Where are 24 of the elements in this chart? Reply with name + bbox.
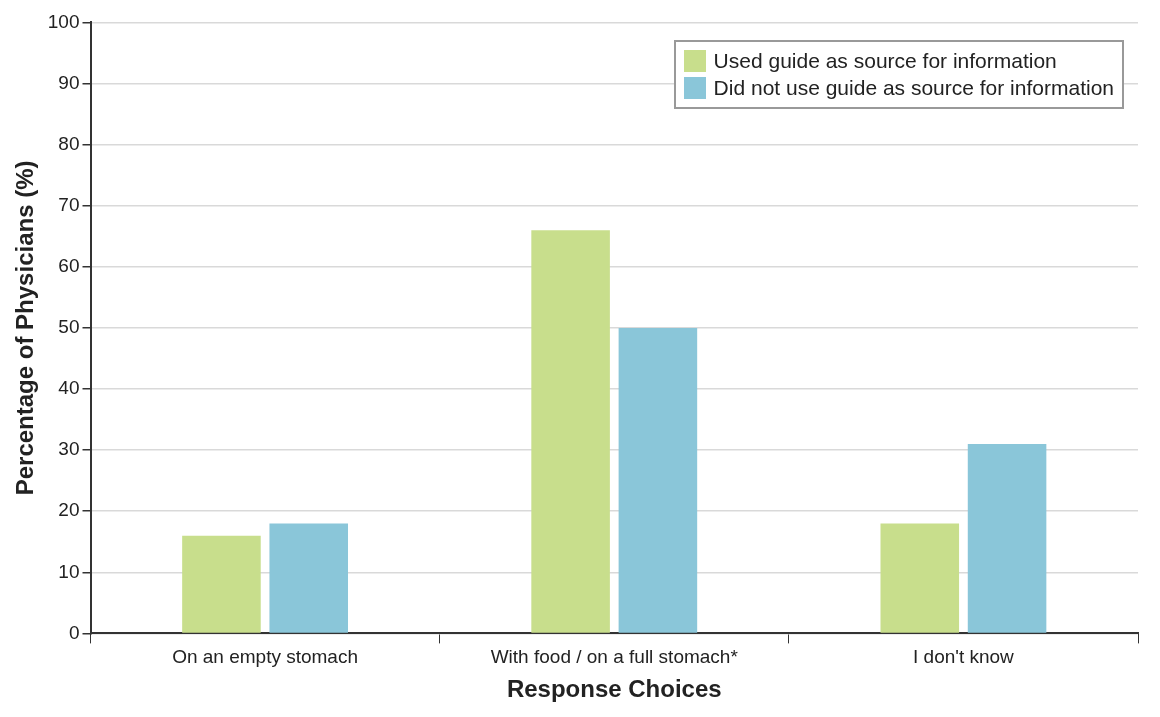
bar — [880, 523, 960, 633]
y-tick-label: 70 — [58, 193, 80, 215]
y-tick-label: 100 — [47, 10, 80, 32]
legend-label: Used guide as source for information — [713, 49, 1057, 74]
y-axis-title: Percentage of Physicians (%) — [11, 160, 39, 496]
y-tick-label: 80 — [58, 132, 80, 154]
y-tick-label: 10 — [58, 560, 80, 582]
y-tick-label: 20 — [58, 499, 80, 521]
y-tick-label: 30 — [58, 438, 80, 460]
bar — [967, 443, 1047, 633]
x-tick-label: On an empty stomach — [172, 646, 359, 668]
bar — [182, 535, 261, 633]
y-tick-label: 0 — [68, 621, 80, 643]
legend-label: Did not use guide as source for information — [713, 76, 1114, 101]
y-tick-label: 40 — [58, 377, 80, 399]
bar — [531, 230, 610, 633]
y-tick-label: 90 — [58, 71, 80, 93]
y-tick-label: 60 — [58, 255, 80, 277]
x-tick-label: With food / on a full stomach* — [490, 646, 739, 668]
bar — [269, 523, 349, 633]
y-tick-label: 50 — [58, 316, 80, 338]
bar — [618, 327, 698, 633]
x-tick-label: I don't know — [913, 646, 1015, 668]
x-axis-title: Response Choices — [506, 675, 722, 703]
